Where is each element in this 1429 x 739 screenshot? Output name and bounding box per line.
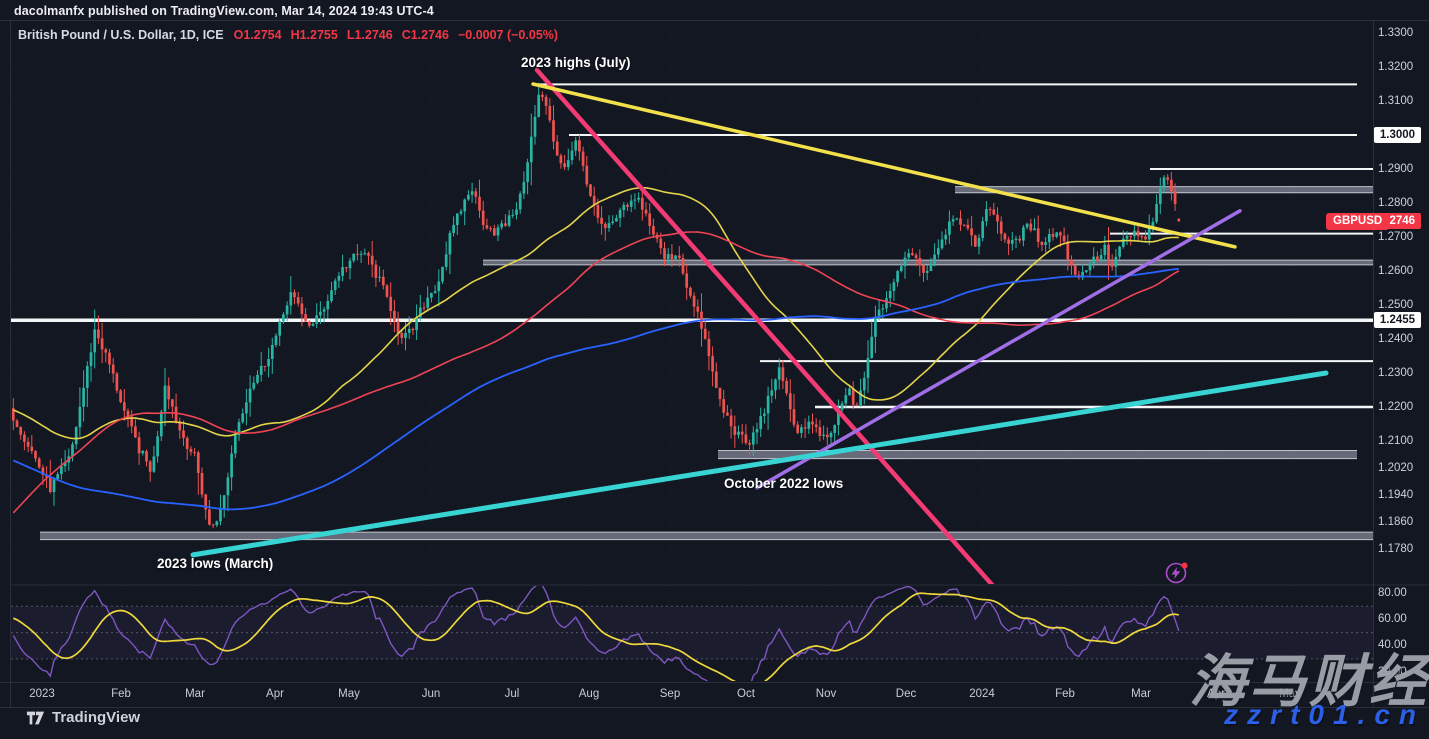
candlestick-series xyxy=(11,82,1181,529)
symbol-legend[interactable]: British Pound / U.S. Dollar, 1D, ICE O1.2… xyxy=(18,28,567,42)
price-axis-label: 1.2300 xyxy=(1378,366,1414,379)
annotation-2023-highs: 2023 highs (July) xyxy=(521,55,631,70)
time-axis-label: Jul xyxy=(504,688,520,700)
flash-circle xyxy=(1165,562,1187,584)
time-axis-label: Mar xyxy=(1131,688,1151,700)
price-zone-band[interactable] xyxy=(483,259,1373,266)
ohlc-low: L1.2746 xyxy=(346,28,393,42)
tradingview-footer-link[interactable]: TradingView xyxy=(26,709,140,726)
ma-line-100 xyxy=(12,231,1180,514)
price-axis-label: 1.2020 xyxy=(1378,461,1414,474)
moving-averages xyxy=(12,187,1180,514)
ohlc-open: O1.2754 xyxy=(233,28,282,42)
price-axis-label: 1.2900 xyxy=(1378,162,1414,175)
time-axis-label: May xyxy=(1279,688,1301,700)
time-axis-label: Dec xyxy=(895,688,917,700)
watermark-cjk: 海马财经 xyxy=(1189,649,1429,715)
rsi-pane xyxy=(11,586,1373,681)
rsi-ma-line xyxy=(12,592,1179,681)
ma-line-200 xyxy=(12,267,1179,511)
watermark-url: zzrt01.cn xyxy=(1224,699,1425,730)
time-axis-label: Feb xyxy=(1055,688,1075,700)
publish-flash-icon[interactable] xyxy=(1164,560,1190,586)
price-axis-label: 1.2400 xyxy=(1378,332,1414,345)
price-axis-label: 1.2200 xyxy=(1378,400,1414,413)
horizontal-levels[interactable] xyxy=(11,83,1373,541)
price-axis-label: 1.2700 xyxy=(1378,230,1414,243)
time-axis-label: Apr xyxy=(266,688,284,700)
annotation-2023-lows: 2023 lows (March) xyxy=(157,556,274,571)
price-axis-label: 1.3100 xyxy=(1378,94,1414,107)
price-axis-label: 1.2800 xyxy=(1378,196,1414,209)
trendline[interactable] xyxy=(531,82,1237,249)
trendlines[interactable] xyxy=(190,67,1329,586)
annotation-october-2022-lows: October 2022 lows xyxy=(724,476,844,491)
time-axis-label: Apr xyxy=(1207,688,1225,700)
price-axis-label: 1.2500 xyxy=(1378,298,1414,311)
gridlines xyxy=(11,21,1373,681)
rsi-axis-label: 40.00 xyxy=(1378,639,1407,652)
time-axis-label: Nov xyxy=(815,688,837,700)
price-axis-label: 1.2600 xyxy=(1378,264,1414,277)
time-axis-label: Feb xyxy=(111,688,131,700)
rsi-line xyxy=(12,586,1180,681)
lightning-bolt-icon xyxy=(1171,567,1181,579)
price-axis-label: 1.3200 xyxy=(1378,60,1414,73)
notification-dot xyxy=(1181,562,1188,569)
ohlc-change: −0.0007 (−0.05%) xyxy=(457,28,559,42)
rsi-axis-label: 20.00 xyxy=(1378,665,1407,678)
price-axis-label: 1.1780 xyxy=(1378,543,1414,556)
pane-borders xyxy=(0,20,1429,708)
time-axis-label: Sep xyxy=(659,688,681,700)
time-axis-label: Mar xyxy=(185,688,205,700)
trendline[interactable] xyxy=(190,370,1329,558)
rsi-axis-label: 60.00 xyxy=(1378,612,1407,625)
time-axis-label: 2023 xyxy=(29,688,55,700)
time-axis-label: Jun xyxy=(421,688,441,700)
trendline[interactable] xyxy=(755,209,1242,490)
level-price-badge: 1.3000 xyxy=(1374,127,1421,143)
rsi-axis-label: 80.00 xyxy=(1378,586,1407,599)
ohlc-close: C1.2746 xyxy=(401,28,449,42)
symbol-title[interactable]: British Pound / U.S. Dollar, 1D, ICE xyxy=(18,28,224,42)
level-price-badge: 1.2455 xyxy=(1374,312,1421,329)
symbol-price-badge: GBPUSD xyxy=(1326,212,1390,230)
trendline[interactable] xyxy=(534,67,995,586)
ohlc-high: H1.2755 xyxy=(290,28,338,42)
publish-header: dacolmanfx published on TradingView.com,… xyxy=(14,4,434,18)
price-axis-label: 1.2100 xyxy=(1378,434,1414,447)
price-axis-label: 1.3300 xyxy=(1378,26,1414,39)
time-axis-label: 2024 xyxy=(969,688,995,700)
price-axis-label: 1.1940 xyxy=(1378,488,1414,501)
time-axis-label: Oct xyxy=(737,688,755,700)
time-axis-label: May xyxy=(338,688,360,700)
time-axis-label: Aug xyxy=(578,688,600,700)
ma-line-50 xyxy=(12,187,1179,440)
price-zone-band[interactable] xyxy=(40,531,1373,541)
price-axis-label: 1.1860 xyxy=(1378,516,1414,529)
tradingview-logo-icon xyxy=(26,711,45,724)
tradingview-brand-text: TradingView xyxy=(52,709,141,726)
